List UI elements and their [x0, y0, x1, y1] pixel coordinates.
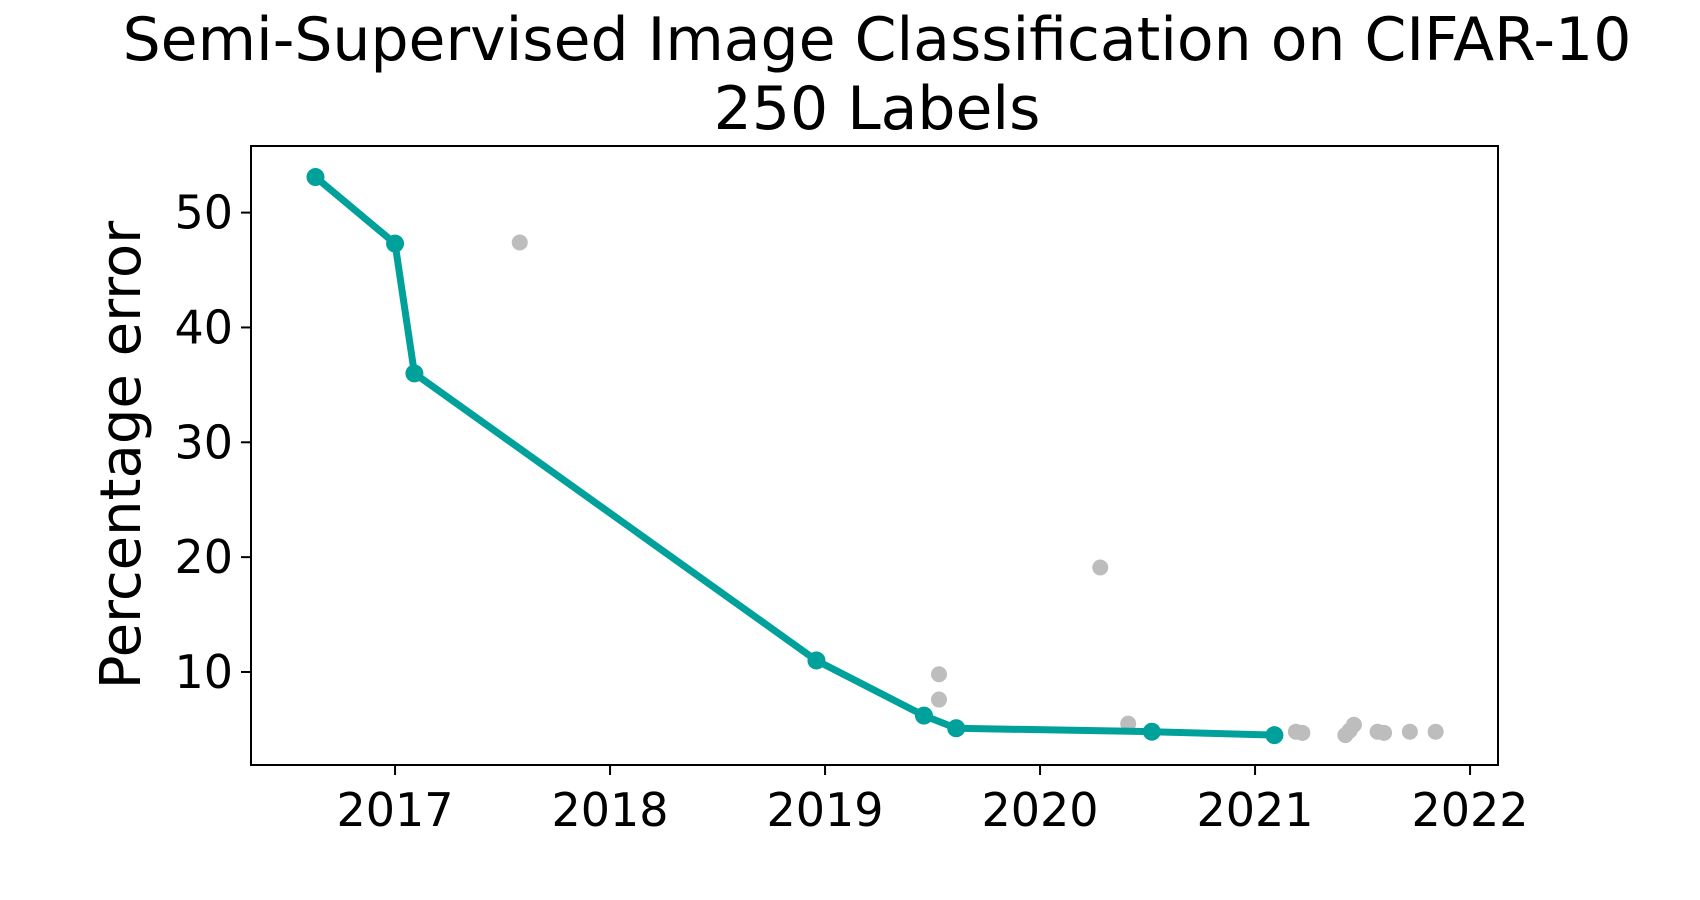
chart-title-line-2: 250 Labels — [714, 74, 1041, 144]
frontier-point — [807, 651, 826, 670]
other-point — [1427, 723, 1444, 740]
y-tick-label: 40 — [174, 300, 233, 354]
other-point — [931, 666, 947, 683]
other-point — [1401, 723, 1418, 740]
frontier-point — [1142, 722, 1161, 741]
y-tick-label: 50 — [174, 186, 233, 240]
y-tick-label: 10 — [174, 645, 233, 699]
frontier-point — [914, 706, 933, 725]
chart-title-line-1: Semi-Supervised Image Classification on … — [123, 5, 1632, 75]
frontier-point — [405, 364, 424, 383]
frontier-point — [1265, 726, 1284, 745]
x-axis: 2017 2018 2019 2020 2021 2022 — [337, 765, 1529, 837]
other-point — [1345, 716, 1362, 733]
x-tick-label: 2021 — [1197, 783, 1314, 837]
other-point — [1376, 724, 1393, 741]
x-tick-label: 2020 — [982, 783, 1099, 837]
y-tick-label: 30 — [174, 415, 233, 469]
other-point — [1294, 724, 1311, 741]
x-tick-label: 2018 — [552, 783, 669, 837]
frontier-point — [386, 234, 405, 253]
plot-area — [306, 168, 1444, 745]
other-point — [1120, 715, 1137, 732]
frontier-point — [306, 168, 325, 187]
y-axis-label: Percentage error — [89, 220, 154, 689]
x-tick-label: 2017 — [337, 783, 454, 837]
x-tick-label: 2019 — [767, 783, 884, 837]
other-point — [1092, 559, 1109, 576]
other-point — [511, 234, 528, 251]
x-tick-label: 2022 — [1412, 783, 1529, 837]
frontier-point — [947, 719, 966, 738]
frontier-line — [312, 173, 1278, 739]
plot-frame — [250, 145, 1499, 766]
y-axis: 10 20 30 40 50 — [174, 186, 251, 699]
other-point — [931, 691, 947, 708]
y-tick-label: 20 — [174, 530, 233, 584]
chart-title: Semi-Supervised Image Classification on … — [123, 5, 1632, 144]
